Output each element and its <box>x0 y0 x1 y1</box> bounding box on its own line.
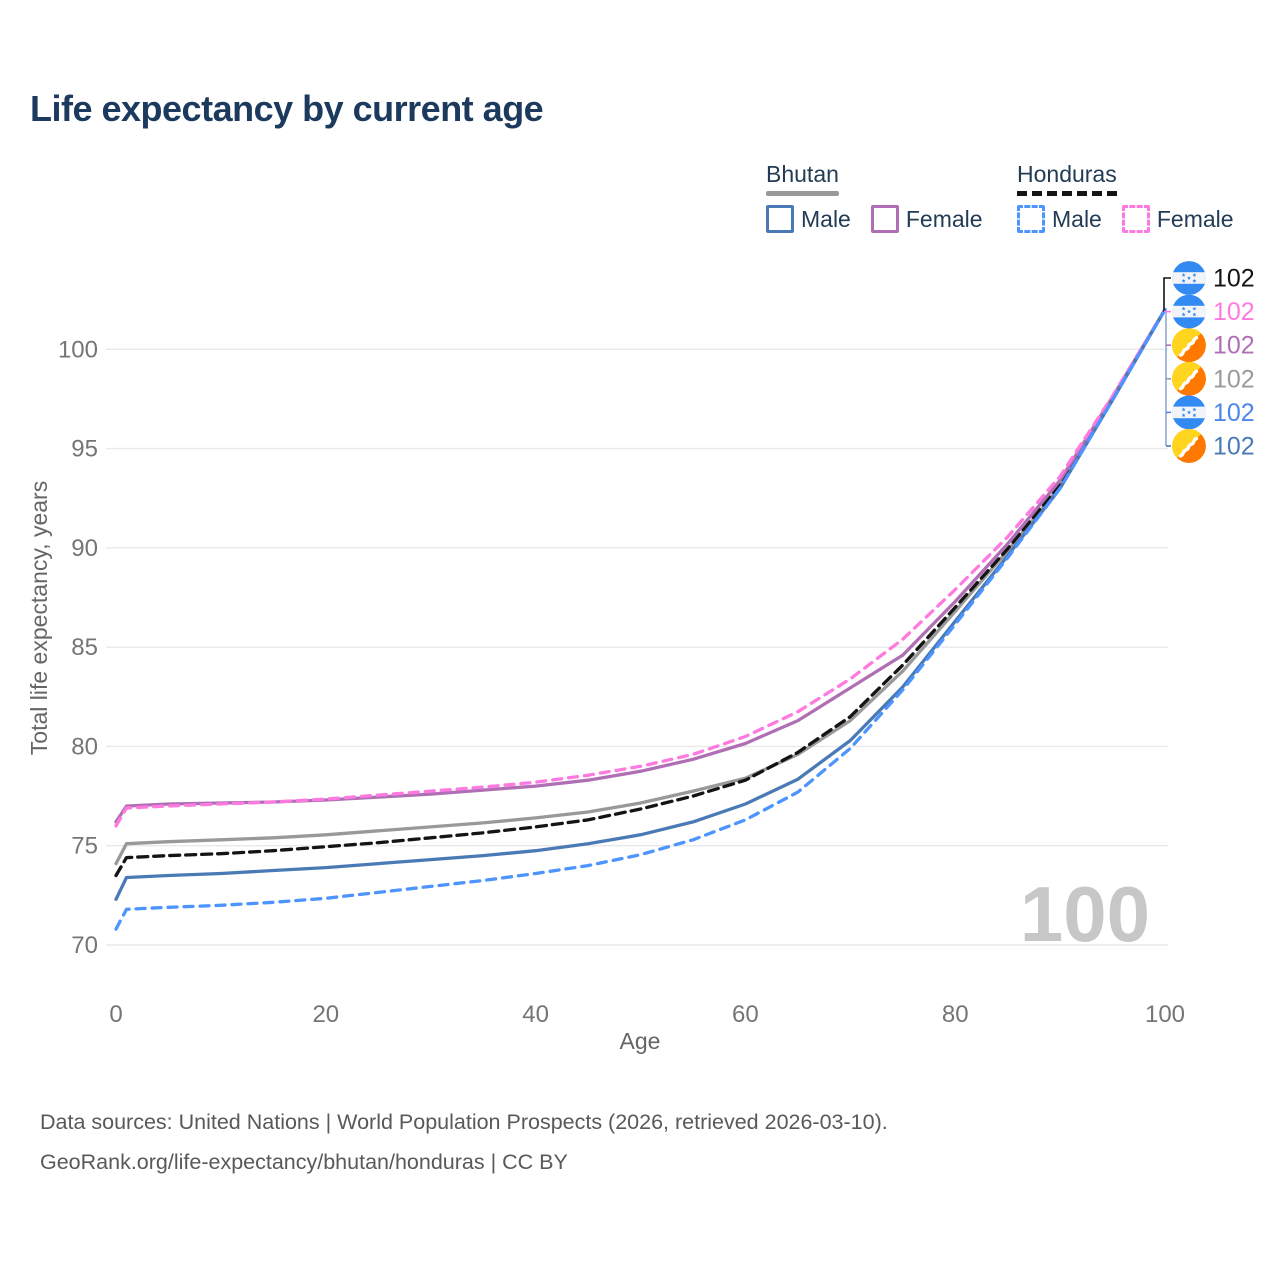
flag-icon-bhutan <box>1172 429 1206 463</box>
end-label-value-bhutan-3: 102 <box>1213 365 1255 393</box>
legend-group-honduras: Honduras Male Female <box>1017 161 1234 234</box>
end-label-value-honduras-4: 102 <box>1213 399 1255 427</box>
end-label-value-honduras-1: 102 <box>1213 298 1255 326</box>
y-tick-label: 100 <box>58 336 98 363</box>
y-tick-label: 70 <box>71 932 98 959</box>
legend-item-bhutan-male[interactable]: Male <box>766 205 851 234</box>
legend-item-label: Female <box>905 205 983 232</box>
x-tick-label: 20 <box>312 1001 339 1028</box>
flag-icon-bhutan <box>1172 361 1206 396</box>
legend-item-bhutan-female[interactable]: Female <box>870 205 983 234</box>
legend-country-label: Honduras <box>1017 161 1117 187</box>
footer-attribution: GeoRank.org/life-expectancy/bhutan/hondu… <box>40 1150 568 1174</box>
footer-data-sources: Data sources: United Nations | World Pop… <box>40 1110 888 1134</box>
legend-item-honduras-female[interactable]: Female <box>1121 205 1234 234</box>
legend-swatch-icon <box>1121 205 1150 234</box>
legend-item-label: Female <box>1156 205 1234 232</box>
x-axis-title: Age <box>620 1028 661 1054</box>
series-line-bhutan-male[interactable] <box>114 307 1167 901</box>
legend-swatch-icon <box>870 205 899 234</box>
series-line-honduras-female[interactable] <box>114 307 1167 828</box>
flag-icon-honduras <box>1172 294 1206 329</box>
legend-group-bhutan: Bhutan Male Female <box>766 161 983 234</box>
end-label-value-bhutan-5: 102 <box>1213 433 1255 461</box>
flag-icon-honduras <box>1172 395 1206 430</box>
y-axis-title: Total life expectancy, years <box>26 481 52 755</box>
age-watermark: 100 <box>1020 870 1150 958</box>
page-title: Life expectancy by current age <box>30 88 544 129</box>
legend-line-style-dashed <box>1017 191 1117 197</box>
y-tick-label: 80 <box>71 733 98 760</box>
legend-swatch-icon <box>766 205 794 234</box>
flag-icon-bhutan <box>1172 328 1206 363</box>
x-tick-label: 100 <box>1145 1001 1185 1028</box>
y-tick-label: 85 <box>71 634 98 661</box>
legend-item-honduras-male[interactable]: Male <box>1017 205 1102 234</box>
leader-line-honduras-total <box>1163 277 1171 312</box>
series-line-honduras-total[interactable] <box>114 307 1167 878</box>
legend-header-honduras: Honduras <box>1017 161 1117 197</box>
y-tick-label: 75 <box>71 833 98 860</box>
x-tick-label: 60 <box>732 1001 759 1028</box>
series-line-bhutan-total[interactable] <box>114 307 1167 866</box>
series-line-honduras-male[interactable] <box>114 307 1167 931</box>
legend-header-bhutan: Bhutan <box>766 161 839 197</box>
legend-line-style-solid <box>766 191 839 197</box>
x-tick-label: 80 <box>942 1001 969 1028</box>
end-label-value-honduras-0: 102 <box>1213 265 1255 293</box>
x-tick-label: 0 <box>109 1001 122 1028</box>
legend: Bhutan Male Female Honduras <box>0 161 1280 242</box>
series-line-bhutan-female[interactable] <box>114 307 1167 824</box>
y-tick-label: 90 <box>71 535 98 562</box>
legend-item-label: Male <box>1052 205 1102 232</box>
legend-item-label: Male <box>801 205 851 232</box>
end-label-value-bhutan-2: 102 <box>1213 332 1255 360</box>
y-tick-label: 95 <box>71 436 98 463</box>
legend-swatch-icon <box>1017 205 1045 234</box>
flag-icon-honduras <box>1172 261 1206 295</box>
legend-items-honduras: Male Female <box>1017 205 1234 234</box>
legend-items-bhutan: Male Female <box>766 205 983 234</box>
x-tick-label: 40 <box>522 1001 549 1028</box>
legend-country-label: Bhutan <box>766 161 839 187</box>
